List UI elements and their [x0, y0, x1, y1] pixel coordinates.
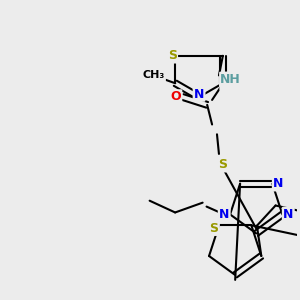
- Text: S: S: [218, 158, 227, 171]
- Text: NH: NH: [220, 73, 241, 86]
- Text: N: N: [220, 77, 231, 90]
- Text: N: N: [283, 208, 293, 221]
- Text: CH₃: CH₃: [142, 70, 165, 80]
- Text: N: N: [194, 88, 204, 100]
- Text: S: S: [168, 49, 177, 62]
- Text: S: S: [210, 222, 219, 235]
- Text: O: O: [170, 91, 181, 103]
- Text: N: N: [219, 208, 230, 221]
- Text: N: N: [273, 177, 284, 190]
